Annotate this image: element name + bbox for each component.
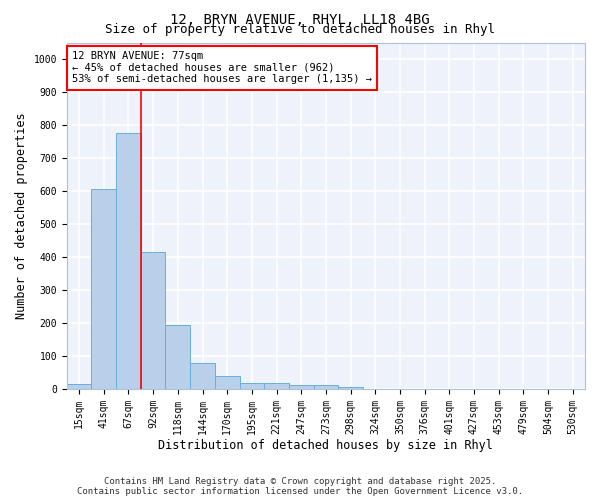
Text: 12, BRYN AVENUE, RHYL, LL18 4BG: 12, BRYN AVENUE, RHYL, LL18 4BG	[170, 12, 430, 26]
Text: Size of property relative to detached houses in Rhyl: Size of property relative to detached ho…	[105, 22, 495, 36]
Bar	[116, 133, 141, 389]
Bar	[91, 190, 116, 389]
Bar	[338, 388, 363, 389]
Bar	[215, 376, 239, 389]
Bar	[314, 385, 338, 389]
Bar	[141, 252, 166, 389]
Bar	[264, 383, 289, 389]
Bar	[67, 384, 91, 389]
Bar	[239, 383, 264, 389]
Bar	[166, 324, 190, 389]
Y-axis label: Number of detached properties: Number of detached properties	[15, 112, 28, 319]
X-axis label: Distribution of detached houses by size in Rhyl: Distribution of detached houses by size …	[158, 440, 493, 452]
Text: 12 BRYN AVENUE: 77sqm
← 45% of detached houses are smaller (962)
53% of semi-det: 12 BRYN AVENUE: 77sqm ← 45% of detached …	[72, 51, 372, 84]
Text: Contains HM Land Registry data © Crown copyright and database right 2025.
Contai: Contains HM Land Registry data © Crown c…	[77, 476, 523, 496]
Bar	[190, 363, 215, 389]
Bar	[289, 385, 314, 389]
